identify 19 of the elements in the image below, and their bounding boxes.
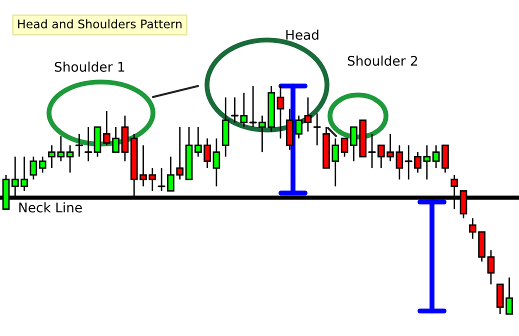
candlestick xyxy=(432,144,440,169)
candlestick xyxy=(38,156,46,174)
candlestick xyxy=(487,249,495,286)
candlestick xyxy=(304,96,312,132)
candlestick xyxy=(313,112,321,146)
candlestick xyxy=(340,138,348,158)
candlestick xyxy=(30,156,38,180)
text: Shoulder 1 xyxy=(54,62,124,72)
candlestick xyxy=(66,144,74,174)
text: Shoulder 2 xyxy=(348,56,418,66)
candlestick xyxy=(276,85,284,140)
chart-title: Head and Shoulders Pattern xyxy=(18,19,182,28)
candlestick xyxy=(75,133,84,158)
candlestick xyxy=(442,144,449,174)
text: Head xyxy=(286,30,318,40)
ref-line-label: Neck Line xyxy=(19,202,82,212)
candlestick xyxy=(212,138,220,188)
candlestick xyxy=(84,126,92,162)
candlestick xyxy=(396,144,404,180)
